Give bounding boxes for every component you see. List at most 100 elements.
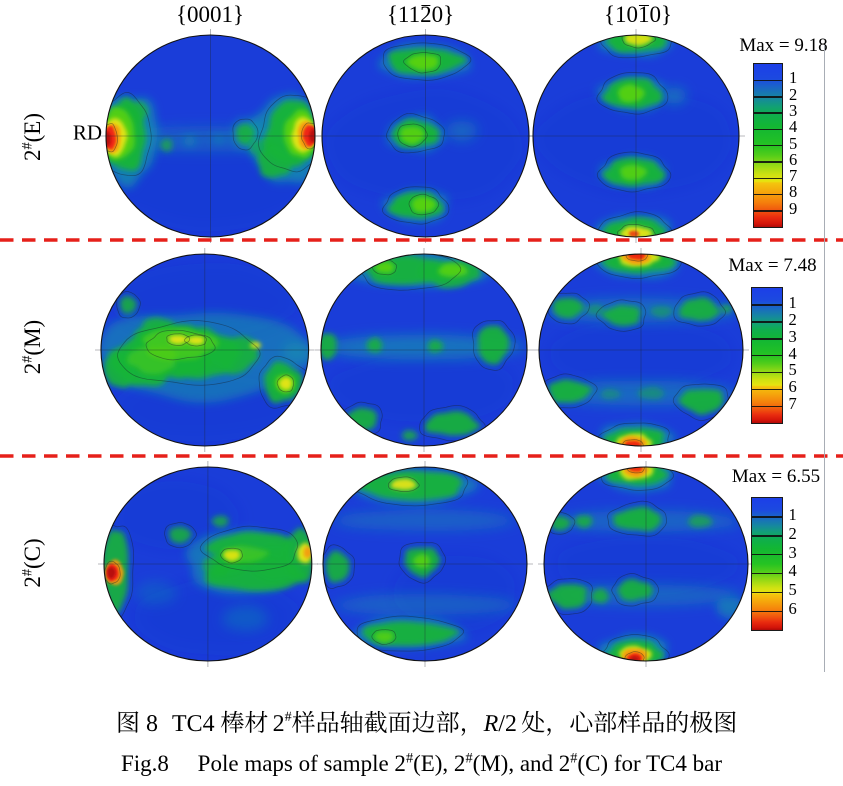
overbar [638, 4, 649, 7]
colorbar-segment-line [754, 210, 782, 212]
text-part: 0} [431, 2, 455, 27]
intensity-spot-green [574, 515, 592, 529]
pole-figure-1-1 [100, 28, 321, 243]
colorbar-tick-label: 8 [789, 182, 798, 202]
intensity-spot-green [325, 550, 350, 583]
pole-figure-2-3 [533, 248, 749, 452]
colorbar-segment-line [752, 591, 782, 594]
intensity-spot-yellow [168, 335, 188, 345]
colorbar-segment-line [751, 304, 782, 306]
contour-line [596, 151, 671, 192]
pole-sphere-outline [320, 33, 530, 238]
intensity-spot-darkred [106, 567, 116, 579]
caption-chinese-glyphs [118, 710, 736, 736]
contour-line [402, 51, 441, 73]
intensity-spot-green [552, 297, 584, 319]
colorbar-tick-label: 4 [789, 116, 798, 136]
pole-figure-1-3 [526, 28, 745, 243]
contour-line [398, 542, 446, 584]
intensity-spot-navy [534, 90, 731, 193]
colorbar-segment-line [754, 193, 782, 196]
max-intensity-label: Max = 6.55 [731, 466, 821, 487]
contour-line [371, 259, 397, 276]
contour-line [183, 334, 207, 347]
intensity-spot-bright [412, 553, 430, 568]
colorbar-tick-label: 2 [788, 309, 797, 329]
intensity-spot-green [616, 578, 653, 601]
intensity-spot-yellow [390, 478, 417, 490]
colorbar-segment-line [751, 354, 782, 357]
pole-sphere-outline [542, 466, 749, 662]
intensity-spot-yellow [623, 34, 653, 46]
contour-line [387, 476, 420, 492]
caption-english: Fig.8 Pole maps of sample 2#(E), 2#(M), … [0, 751, 843, 777]
colorbar-tick-label: 3 [788, 326, 797, 346]
contour-line [606, 500, 667, 537]
intensity-spot-band [134, 581, 177, 605]
caption-chinese [118, 710, 736, 736]
intensity-spot-green [208, 336, 259, 375]
colorbar-tick-label: 5 [789, 133, 798, 153]
contour-line [103, 524, 134, 620]
colorbar-segment-line [752, 535, 782, 537]
colorbar-tick-label: 6 [788, 377, 797, 397]
text-part: (E), 2 [413, 751, 466, 776]
colorbar-segment-line [751, 371, 782, 374]
intensity-spot-green [127, 100, 148, 123]
intensity-spot-red [628, 254, 646, 260]
column-header-10-10: {101 0} [604, 2, 672, 28]
intensity-spot-navy [133, 578, 300, 656]
colorbar-tick-label: 2 [788, 523, 797, 543]
intensity-spot-band [445, 120, 477, 141]
intensity-spot-green [424, 410, 480, 436]
intensity-spot-navy [556, 537, 739, 596]
contour-line [116, 320, 261, 386]
contour-line [163, 522, 197, 549]
pole-sphere-outline [321, 466, 528, 662]
colorbar-tick-label: 4 [788, 343, 797, 363]
intensity-spot-band [661, 87, 686, 104]
intensity-spot-bright [410, 196, 436, 212]
colorbar-tick-label: 2 [789, 84, 798, 104]
colorbar-row-1 [753, 63, 783, 228]
intensity-spot-yellow [186, 336, 205, 345]
contour-line [165, 333, 190, 346]
intensity-spot-yellow [249, 341, 262, 349]
text-part: {11 [386, 2, 421, 27]
intensity-spot-green [159, 138, 173, 152]
intensity-spot-bright [373, 631, 394, 643]
intensity-spot-green [202, 556, 230, 578]
intensity-spot-navy [113, 481, 240, 550]
intensity-spot-teal [213, 133, 225, 144]
intensity-spot-band [332, 509, 517, 531]
contour-line [471, 320, 516, 371]
intensity-spot-green [249, 139, 272, 157]
intensity-spot-navy [549, 322, 732, 390]
intensity-spot-green [401, 430, 418, 441]
max-intensity-label: Max = 7.48 [728, 254, 817, 276]
contour-line [621, 34, 656, 48]
colorbar-segment-line [752, 516, 782, 518]
contour-line [199, 525, 298, 572]
contour-line [232, 118, 259, 150]
contour-line [616, 223, 656, 237]
pole-sphere-outline [103, 466, 312, 662]
colorbar-tick-label: 5 [788, 360, 797, 380]
intensity-spot-green [721, 304, 733, 313]
colorbar-row-2 [750, 287, 783, 424]
contour-line [116, 291, 141, 319]
contour-line [385, 112, 445, 153]
column-header-11-20: {112 0} [387, 2, 454, 28]
intensity-spot-band [222, 605, 268, 631]
colorbar-tick-label: 7 [788, 393, 797, 413]
intensity-spot-green [650, 306, 673, 318]
intensity-spot-orange [303, 546, 312, 559]
colorbar-tick-label: 1 [789, 68, 798, 88]
pole-figure-3-1 [97, 461, 318, 667]
intensity-spot-green [119, 295, 137, 314]
intensity-spot-green [211, 515, 228, 528]
colorbar-segment-line [752, 610, 782, 613]
text-part: Fig.8 Pole maps of sample 2 [121, 751, 406, 776]
colorbar-segment-line [754, 112, 782, 114]
